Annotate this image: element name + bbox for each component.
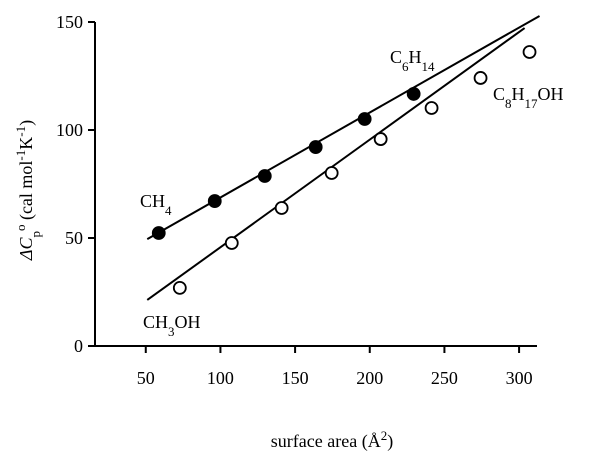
y-axis-label-part: ΔC xyxy=(16,237,36,262)
x-axis-label-part: 2 xyxy=(381,428,388,443)
annotation-part: 6 xyxy=(402,59,409,74)
annotation-part: H xyxy=(512,84,525,104)
data-point xyxy=(224,236,239,250)
annotation-part: 3 xyxy=(168,324,175,339)
annotation-part: 8 xyxy=(505,96,512,111)
annotation-part: OH xyxy=(175,312,201,332)
fit-line xyxy=(146,27,526,301)
annotation-part: C xyxy=(493,84,505,104)
y-tick-label: 100 xyxy=(56,120,83,140)
y-axis-label-part: ) xyxy=(16,120,37,126)
annotation: CH3OH xyxy=(143,312,201,339)
annotation-part: 17 xyxy=(525,96,539,111)
y-axis-label-part: (cal mol xyxy=(16,161,37,225)
data-point xyxy=(207,194,222,208)
data-point xyxy=(406,87,421,101)
data-point xyxy=(172,280,187,295)
x-tick-label: 300 xyxy=(506,368,533,388)
annotation-part: 4 xyxy=(165,203,172,218)
y-axis-label-part: -1 xyxy=(13,150,28,161)
x-tick-label: 100 xyxy=(207,368,234,388)
data-point xyxy=(473,71,488,85)
annotation-part: H xyxy=(409,47,422,67)
annotation: CH4 xyxy=(140,191,172,218)
annotation-part: OH xyxy=(538,84,564,104)
annotation-part: C xyxy=(390,47,402,67)
y-tick-label: 0 xyxy=(74,336,83,356)
y-tick-label: 50 xyxy=(65,228,83,248)
data-point xyxy=(522,45,537,59)
annotation-part: CH xyxy=(140,191,165,211)
y-axis-label-part: K xyxy=(16,137,36,150)
data-point xyxy=(424,101,439,115)
x-tick-label: 50 xyxy=(137,368,155,388)
data-point xyxy=(151,226,166,240)
annotation: C6H14 xyxy=(390,47,435,74)
y-axis-label-part: -1 xyxy=(13,126,28,137)
x-tick-label: 200 xyxy=(356,368,383,388)
annotation-part: 14 xyxy=(422,59,436,74)
x-axis-label: surface area (Å2) xyxy=(271,428,393,453)
data-point xyxy=(373,132,388,146)
annotation: C8H17OH xyxy=(493,84,564,111)
data-point xyxy=(324,166,339,180)
x-axis-label-part: ) xyxy=(387,431,393,452)
x-tick-label: 150 xyxy=(282,368,309,388)
data-point xyxy=(308,140,323,154)
y-axis-label-part: p xyxy=(28,231,43,238)
annotation-part: CH xyxy=(143,312,168,332)
y-axis-label: ΔCpo (cal mol-1K-1) xyxy=(13,120,43,261)
data-point xyxy=(274,201,289,215)
fit-line xyxy=(146,15,541,240)
x-axis-label-part: surface area (Å xyxy=(271,431,381,452)
y-tick-label: 150 xyxy=(56,12,83,32)
data-point xyxy=(257,169,272,183)
x-tick-label: 250 xyxy=(431,368,458,388)
data-point xyxy=(357,112,372,126)
y-axis-label-part: o xyxy=(13,225,28,232)
